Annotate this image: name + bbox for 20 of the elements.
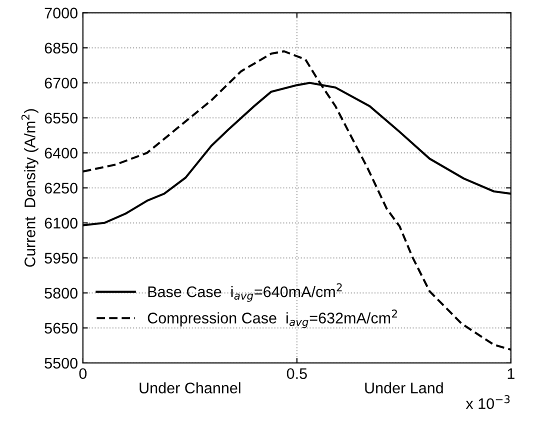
y-tick-label: 6400 bbox=[44, 148, 78, 159]
legend-label: Compression Case i$_{avg}$=632mA/cm$^{2}$ bbox=[148, 310, 397, 328]
y-axis-title: Current Density (A/m$^{2}$) bbox=[21, 109, 38, 267]
y-tick-label: 6700 bbox=[44, 78, 78, 89]
x-tick-label: 0.5 bbox=[286, 368, 307, 380]
y-tick-label: 5800 bbox=[44, 288, 78, 299]
y-tick-label: 5500 bbox=[44, 358, 78, 369]
y-tick-label: 5950 bbox=[44, 252, 78, 264]
y-tick-label: 5650 bbox=[44, 322, 78, 334]
y-tick-label: 6250 bbox=[44, 182, 78, 194]
y-tick-label: 6550 bbox=[44, 112, 78, 124]
y-tick-label: 6100 bbox=[44, 218, 78, 229]
x-tick-label: 0 bbox=[79, 368, 87, 380]
text: Under Land bbox=[365, 382, 443, 394]
y-tick-label: 7000 bbox=[44, 8, 78, 18]
x-tick-label: 1 bbox=[508, 368, 514, 379]
text: x 10$^{−3}$ bbox=[466, 395, 510, 410]
legend-label: Base Case i$_{avg}$=640mA/cm$^{2}$ bbox=[148, 283, 342, 302]
text: Under Channel bbox=[140, 382, 240, 394]
y-tick-label: 6850 bbox=[44, 42, 78, 54]
